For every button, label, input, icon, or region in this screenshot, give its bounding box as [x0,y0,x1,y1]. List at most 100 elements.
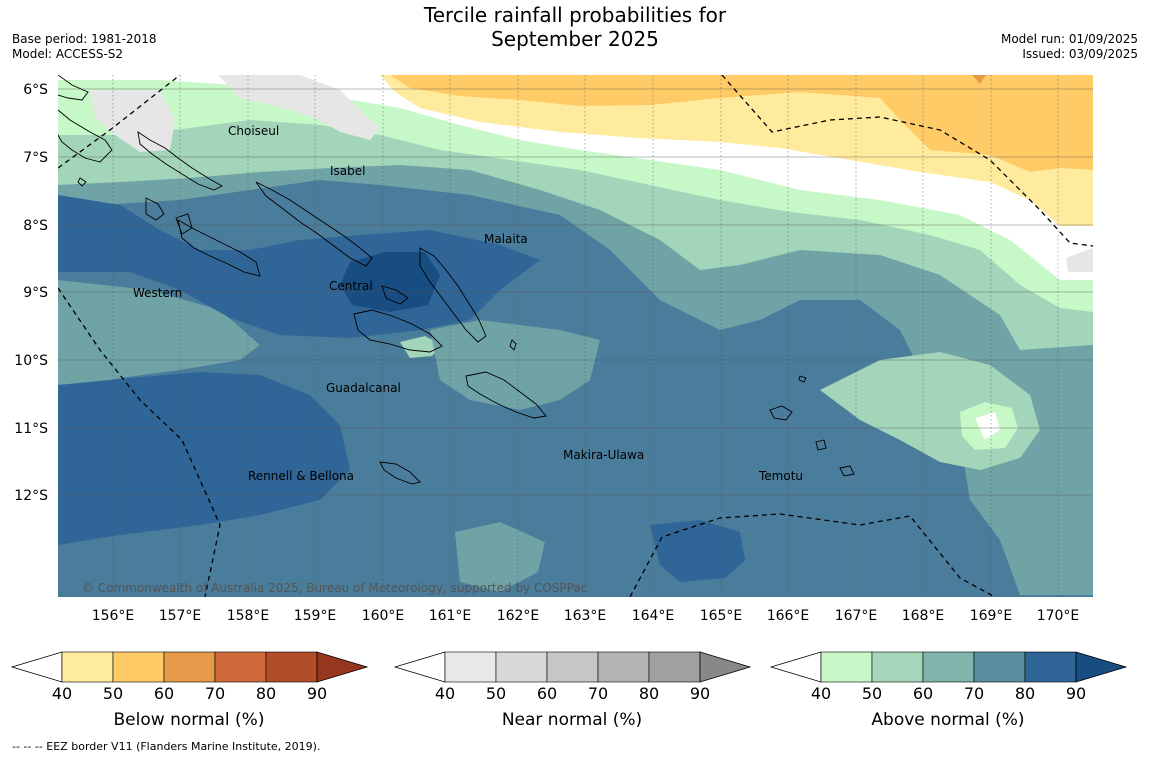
lon-label-164e: 164°E [632,608,675,624]
colorbar-near-normal: 40 50 60 70 80 90 [393,651,752,703]
near-colorbar-tick: 40 [435,684,455,703]
ontong-java [509,339,517,351]
lon-label-162e: 162°E [497,608,540,624]
base-period: Base period: 1981-2018 [12,32,157,46]
below-colorbar-tick: 70 [205,684,225,703]
field-below-50 [390,75,1093,172]
lon-label-163e: 163°E [564,608,607,624]
ndende-island [769,405,793,421]
above-colorbar-tick: 90 [1066,684,1086,703]
field-above-60-guadal [430,320,600,410]
place-label-choiseul: Choiseul [228,124,279,138]
rennell-island [379,461,421,485]
field-white-south-east [975,412,1000,440]
malaita-island [419,247,487,343]
lat-label-12s: 12°S [14,488,48,504]
field-near-40-nw [218,75,380,140]
lon-label-169e: 169°E [970,608,1013,624]
grid-lat [58,88,1093,496]
place-label-western: Western [133,286,182,300]
lat-label-11s: 11°S [14,421,48,437]
field-above-60-south [455,522,545,592]
above-colorbar-swatch [973,651,1026,683]
makira-island [465,371,547,419]
above-colorbar-extend-high [1075,651,1128,683]
legend-label-above: Above normal (%) [871,710,1024,730]
near-colorbar-tick: 50 [486,684,506,703]
model-info: Base period: 1981-2018 Model: ACCESS-S2 [12,32,157,62]
place-label-malaita: Malaita [484,232,528,246]
above-colorbar-tick: 70 [964,684,984,703]
ranongga [175,213,193,235]
below-colorbar-tick: 50 [103,684,123,703]
lon-label-159e: 159°E [294,608,337,624]
run-info: Model run: 01/09/2025 Issued: 03/09/2025 [1001,32,1138,62]
legend-label-near: Near normal (%) [502,710,642,730]
latitude-labels: 6°S 7°S 8°S 9°S 10°S 11°S 12°S [14,82,48,504]
lat-label-7s: 7°S [23,150,48,166]
above-colorbar-swatch [871,651,924,683]
place-label-guadalcanal: Guadalcanal [326,381,401,395]
lon-label-157e: 157°E [159,608,202,624]
eez-border-north [58,75,181,169]
above-colorbar-tick: 80 [1015,684,1035,703]
place-label-rennell-bellona: Rennell & Bellona [248,469,354,483]
lon-label-165e: 165°E [700,608,743,624]
map-title: Tercile rainfall probabilities for Septe… [0,3,1150,51]
florida-islands [381,285,409,305]
vanikoro-island [815,439,827,451]
lon-label-170e: 170°E [1037,608,1080,624]
legend-label-below: Below normal (%) [114,710,265,730]
buka-island [77,177,87,187]
colorbar-above-normal: 40 50 60 70 80 90 [769,651,1128,703]
above-colorbar-tick: 60 [913,684,933,703]
field-above-50-mid [400,336,442,358]
field-below-60 [972,75,986,84]
lon-label-156e: 156°E [92,608,135,624]
choiseul-island [137,131,223,191]
below-colorbar-tick: 90 [307,684,327,703]
model-run-date: Model run: 01/09/2025 [1000,32,1138,46]
place-label-isabel: Isabel [330,164,365,178]
png-coast [58,75,89,101]
copyright-credit: © Commonwealth of Australia 2025, Bureau… [82,581,587,595]
issued-date: Issued: 03/09/2025 [1022,47,1138,61]
near-colorbar-swatch [495,651,548,683]
near-colorbar-tick: 60 [537,684,557,703]
below-colorbar-tick: 40 [52,684,72,703]
near-colorbar-swatch [444,651,497,683]
below-colorbar-swatch [214,651,267,683]
eez-border-northeast [721,75,1093,247]
lon-label-166e: 166°E [767,608,810,624]
bougainville-island [58,109,113,163]
coastlines [58,75,855,485]
new-georgia-island [177,219,261,277]
place-labels: Choiseul Isabel Malaita Western Central … [133,124,803,483]
tikopia-island [839,465,855,477]
field-above-80-south [58,372,350,545]
below-colorbar-tick: 60 [154,684,174,703]
isabel-island [255,181,373,267]
grid [112,75,1059,597]
lat-label-8s: 8°S [23,218,48,234]
below-colorbar-swatch [61,651,114,683]
field-above-60-southwest [58,280,260,392]
place-label-makira-ulawa: Makira-Ulawa [563,448,644,462]
colorbar-below-normal: 40 50 60 70 80 90 [10,651,369,703]
near-colorbar-tick: 80 [639,684,659,703]
lon-label-168e: 168°E [902,608,945,624]
lon-label-167e: 167°E [835,608,878,624]
above-colorbar-swatch [922,651,975,683]
above-colorbar-tick: 40 [811,684,831,703]
lat-label-10s: 10°S [14,353,48,369]
near-colorbar-extend-low [393,651,446,683]
map-field [58,75,1093,597]
below-colorbar-tick: 80 [256,684,276,703]
below-colorbar-extend-low [10,651,63,683]
model-name: Model: ACCESS-S2 [12,47,124,61]
below-colorbar-swatch [265,651,318,683]
place-label-central: Central [329,279,373,293]
field-near-40-east [1066,248,1093,272]
lat-label-6s: 6°S [23,82,48,98]
